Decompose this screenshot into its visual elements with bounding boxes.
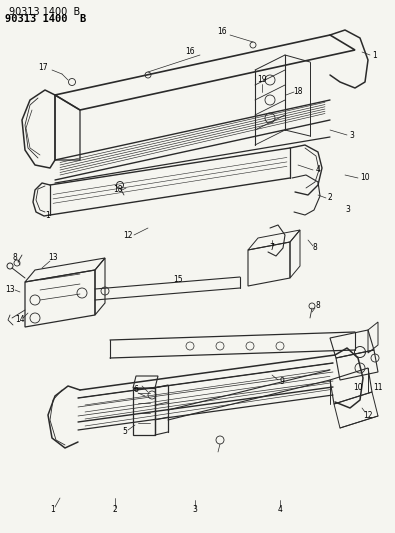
Text: 90313 1400  B: 90313 1400 B [9, 7, 81, 17]
Text: 2: 2 [113, 505, 117, 514]
Text: 5: 5 [122, 427, 128, 437]
Text: 12: 12 [363, 410, 373, 419]
Text: 16: 16 [217, 28, 227, 36]
Text: 14: 14 [15, 316, 25, 325]
Text: 10: 10 [353, 384, 363, 392]
Text: 90313 1400  B: 90313 1400 B [5, 14, 86, 24]
Text: 4: 4 [278, 505, 282, 514]
Text: 18: 18 [113, 185, 123, 195]
Text: 19: 19 [257, 76, 267, 85]
Text: 15: 15 [173, 276, 183, 285]
Text: 4: 4 [316, 166, 320, 174]
Text: 17: 17 [38, 63, 48, 72]
Text: 8: 8 [316, 301, 320, 310]
Text: 11: 11 [373, 384, 383, 392]
Text: 10: 10 [360, 174, 370, 182]
Text: 6: 6 [134, 385, 138, 394]
Text: 3: 3 [193, 505, 198, 514]
Text: 13: 13 [5, 286, 15, 295]
Text: 3: 3 [346, 206, 350, 214]
Text: 8: 8 [312, 244, 317, 253]
Text: 3: 3 [350, 131, 354, 140]
Text: 16: 16 [185, 47, 195, 56]
Text: 1: 1 [51, 505, 55, 514]
Text: 18: 18 [293, 87, 303, 96]
Text: 9: 9 [280, 377, 284, 386]
Text: 12: 12 [123, 230, 133, 239]
Text: 1: 1 [372, 51, 377, 60]
Text: 7: 7 [269, 244, 275, 253]
Text: 13: 13 [48, 254, 58, 262]
Text: 2: 2 [327, 193, 332, 203]
Text: 8: 8 [13, 254, 17, 262]
Text: 1: 1 [46, 211, 51, 220]
